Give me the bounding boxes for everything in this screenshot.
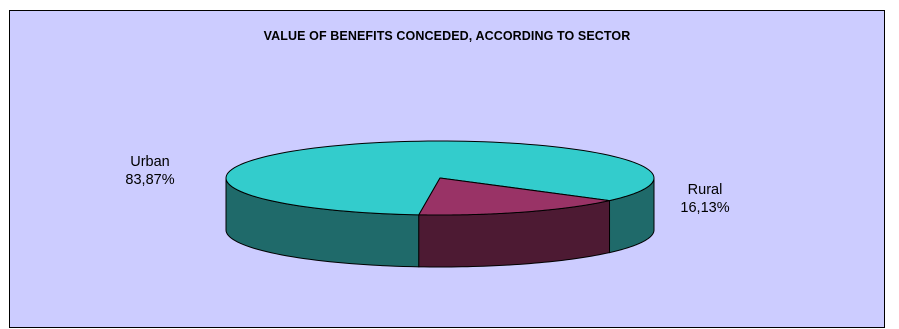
slice-label-rural-value: 16,13%: [680, 200, 730, 216]
slice-label-rural-name: Rural: [687, 182, 723, 198]
slice-label-rural: Rural 16,13%: [670, 181, 740, 217]
pie-slice-rural: [418, 177, 611, 216]
chart-area: VALUE OF BENEFITS CONCEDED, ACCORDING TO…: [9, 10, 885, 328]
pie-chart: [225, 140, 655, 268]
slice-label-urban: Urban 83,87%: [115, 153, 185, 189]
slice-label-urban-name: Urban: [130, 154, 170, 170]
chart-title: VALUE OF BENEFITS CONCEDED, ACCORDING TO…: [263, 29, 631, 43]
slice-label-urban-value: 83,87%: [125, 172, 175, 188]
